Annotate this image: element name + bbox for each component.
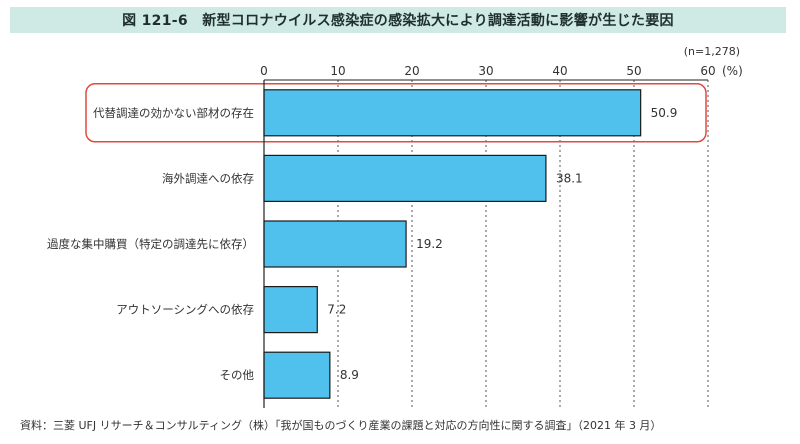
figure-title-bar: 図 121-6 新型コロナウイルス感染症の感染拡大により調達活動に影響が生じた要… xyxy=(10,7,786,33)
x-tick-label: 60 xyxy=(700,64,715,78)
x-tick-label: 0 xyxy=(260,64,268,78)
figure-title: 図 121-6 新型コロナウイルス感染症の感染拡大により調達活動に影響が生じた要… xyxy=(122,13,674,29)
bar xyxy=(263,89,642,137)
x-tick-label: 10 xyxy=(330,64,345,78)
bar xyxy=(263,351,331,399)
category-label: アウトソーシングへの依存 xyxy=(116,303,254,317)
x-tick-label: 50 xyxy=(626,64,641,78)
category-label: その他 xyxy=(220,368,255,382)
bar-value-label: 7.2 xyxy=(327,303,346,317)
x-tick-label: 40 xyxy=(552,64,567,78)
x-tick-label: 30 xyxy=(478,64,493,78)
bar xyxy=(263,286,318,334)
x-unit-label: (%) xyxy=(722,64,743,78)
bar-value-label: 50.9 xyxy=(651,106,678,120)
x-tick-label: 20 xyxy=(404,64,419,78)
bar xyxy=(263,154,547,202)
category-label: 過度な集中購買（特定の調達先に依存） xyxy=(47,237,254,251)
category-label: 代替調達の効かない部材の存在 xyxy=(93,106,254,120)
bar xyxy=(263,220,407,268)
highlight-box xyxy=(85,83,707,143)
bar-value-label: 8.9 xyxy=(340,368,359,382)
bar-value-label: 19.2 xyxy=(416,237,443,251)
source-note: 資料：三菱 UFJ リサーチ＆コンサルティング（株）「我が国ものづくり産業の課題… xyxy=(20,419,662,432)
category-label: 海外調達への依存 xyxy=(162,171,254,185)
sample-size-note: (n=1,278) xyxy=(683,45,740,58)
bar-value-label: 38.1 xyxy=(556,171,583,185)
